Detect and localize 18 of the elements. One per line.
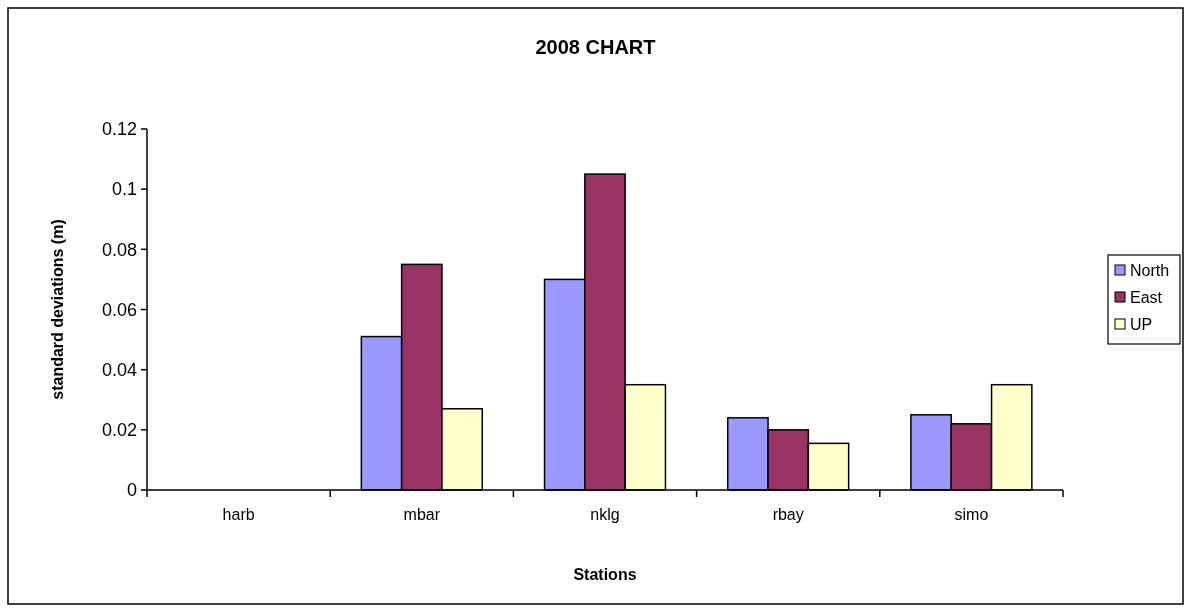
y-tick-label: 0.08 [101, 239, 137, 260]
legend-label: North [1130, 261, 1170, 279]
x-tick-label: harb [222, 506, 255, 523]
x-tick-label: rbay [772, 506, 804, 523]
x-axis-title: Stations [573, 566, 637, 583]
y-tick-label: 0.12 [101, 119, 137, 140]
legend-label: UP [1130, 315, 1153, 333]
y-tick-label: 0.06 [101, 299, 137, 320]
x-tick-label: simo [954, 506, 989, 523]
x-tick-label: nklg [590, 506, 620, 523]
x-tick-label: mbar [403, 506, 441, 523]
y-tick-label: 0 [126, 480, 137, 501]
chart-title: 2008 CHART [535, 36, 656, 58]
y-axis-title: standard deviations (m) [49, 219, 66, 400]
y-tick-label: 0.04 [101, 359, 137, 380]
legend-label: East [1130, 288, 1163, 306]
y-tick-label: 0.1 [111, 179, 137, 200]
y-tick-label: 0.02 [101, 420, 137, 441]
